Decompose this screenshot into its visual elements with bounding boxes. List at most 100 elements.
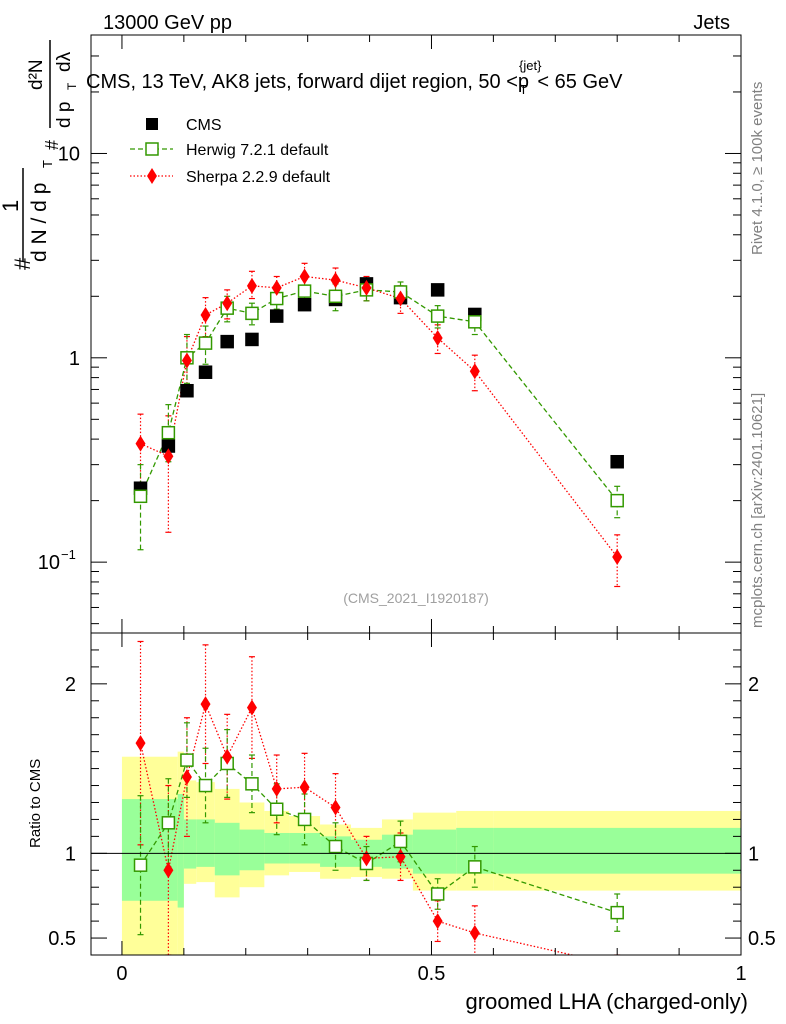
cms-point [297,297,312,312]
sherpa-point [200,306,211,323]
herwig-ratio-point [133,858,148,872]
herwig-point [245,306,259,321]
herwig-ratio-point [297,812,312,827]
herwig-line [139,289,618,502]
ylabel-one: 1 [0,200,23,212]
band-green-3 [196,819,215,867]
sherpa-point [361,279,372,296]
sherpa-ratio-point [330,799,341,816]
mcplots-label: mcplots.cern.ch [arXiv:2401.10621] [749,393,766,628]
band-green-1 [177,794,184,908]
herwig-ratio-point [468,860,482,874]
sherpa-ratio-point [271,780,282,797]
band-green-6 [264,832,290,864]
chart-title-prefix: CMS, 13 TeV, AK8 jets, forward dijet reg… [86,71,529,93]
ratio-panel-frame [90,632,742,956]
herwig-ratio-point [161,816,176,830]
sherpa-point [432,330,443,347]
chart-title-sub: T [519,82,527,97]
herwig-ratio-point [328,839,343,854]
sherpa-ratio-point [469,924,480,941]
band-green-11 [412,829,457,874]
cms-point [269,309,284,323]
legend-marker-cms [146,118,158,130]
x-axis-label: groomed LHA (charged-only) [466,989,748,1014]
main-panel-series [133,262,624,588]
ratio-y-axis-label: Ratio to CMS [27,759,44,848]
herwig-point [161,425,176,440]
ylabel-frac-denominator: d N / d p [28,183,51,262]
sherpa-ratio-point [200,696,211,713]
sherpa-ratio-point [246,699,257,716]
herwig-ratio-point [180,753,194,767]
legend-marker-herwig [145,142,159,156]
ratio-y-tick-label: 1 [65,843,76,865]
analysis-id: (CMS_2021_I1920187) [343,590,489,606]
herwig-point [133,489,148,504]
cms-point [198,365,213,379]
band-green-13 [493,827,741,874]
herwig-point [468,315,482,329]
sherpa-point [181,352,192,369]
herwig-point [430,309,445,323]
rivet-label: Rivet 4.1.0, ≥ 100k events [749,82,766,255]
herwig-ratio-point [610,905,624,920]
sherpa-ratio-point [222,748,233,765]
ylabel-hash-2: # [42,140,62,150]
sherpa-ratio-point [299,779,310,796]
sherpa-ratio-point [163,862,174,879]
sherpa-ratio-point [395,848,406,865]
ylabel-d2n: d²N [26,59,47,90]
legend: CMS Herwig 7.2.1 default Sherpa 2.2.9 de… [130,117,331,186]
main-y-tick-label: 1 [69,348,80,370]
x-tick-label: 0 [116,963,127,985]
main-y-tick-label: 10 [58,143,80,165]
ratio-y-tick-label-right: 2 [748,674,759,696]
sherpa-point [395,290,406,307]
category-label: Jets [693,12,730,34]
ylabel-dp: d p [54,102,75,128]
band-green-4 [214,822,240,876]
legend-marker-sherpa [147,168,157,184]
sherpa-ratio-point [612,957,622,973]
sherpa-ratio-point [181,769,192,786]
herwig-point [328,289,343,304]
main-y-tick-label-exp: −1 [61,547,76,562]
legend-label-herwig: Herwig 7.2.1 default [186,142,329,159]
ratio-y-tick-label-right: 1 [748,843,759,865]
cms-point [220,334,234,349]
ratio-y-tick-label: 0.5 [48,928,76,950]
ratio-panel-series [133,640,624,973]
sherpa-point [163,448,174,465]
cms-point [245,332,259,347]
sherpa-point [469,363,480,380]
sherpa-point [246,277,257,294]
ylabel-frac-denominator-sub: T [40,160,55,168]
chart-title-sup: {jet} [519,58,542,73]
sherpa-ratio-point [135,735,146,752]
ylabel-dp-sub: T [65,82,79,90]
ylabel-dlambda: dλ [54,51,75,72]
sherpa-point [135,435,146,452]
cms-point [180,383,194,398]
sherpa-point [271,279,282,296]
herwig-point [610,493,624,508]
band-green-5 [239,829,265,871]
herwig-ratio-point [393,834,408,849]
chart-title-suffix: < 65 GeV [537,71,623,93]
herwig-ratio-point [430,887,445,901]
ratio-y-tick-label: 2 [65,674,76,696]
x-tick-label: 0.5 [418,963,446,985]
ylabel-hash: # [10,257,35,270]
sherpa-point [330,272,341,289]
sherpa-ratio-point [361,850,372,867]
legend-label-cms: CMS [186,117,222,134]
main-y-axis-label: # 1 d N / d p T # d²N d p T dλ [0,40,79,270]
cms-point [610,454,624,469]
energy-label: 13000 GeV pp [103,12,232,34]
sherpa-ratio-point [432,913,443,930]
sherpa-ratio-line [139,702,576,955]
herwig-ratio-point [269,802,284,817]
herwig-point [198,336,213,350]
